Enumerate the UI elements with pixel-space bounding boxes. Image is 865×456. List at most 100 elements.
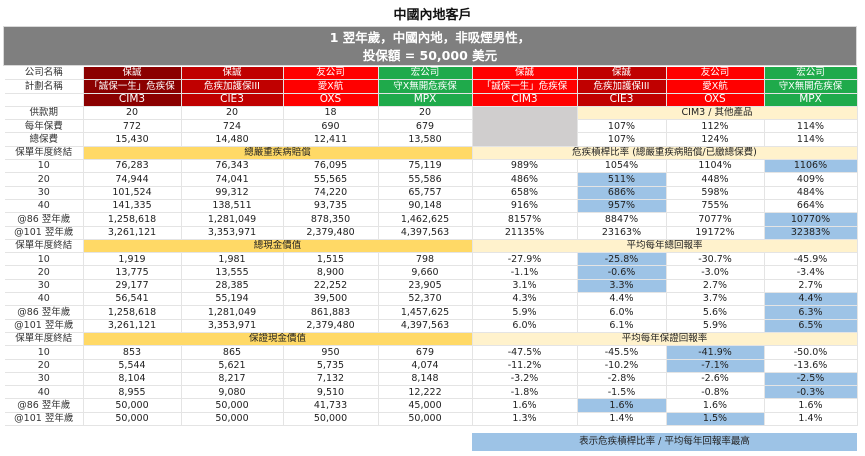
ratio-cell: 686% bbox=[577, 186, 667, 200]
company-cell: 保誠 bbox=[472, 67, 578, 81]
value-cell: 12,411 bbox=[283, 132, 379, 147]
value-cell: 5,735 bbox=[283, 359, 379, 373]
code-label bbox=[5, 93, 84, 107]
value-cell: 5,544 bbox=[83, 359, 182, 373]
table-row: 40 56,541 55,194 39,500 52,370 4.3% 4.4% 3.7% 4.… bbox=[5, 292, 858, 307]
value-cell: 1,515 bbox=[283, 252, 379, 267]
ratio-cell: -27.9% bbox=[472, 252, 578, 267]
value-cell: 1,919 bbox=[83, 252, 182, 267]
section-title-left: 總嚴重疾病賠償 bbox=[83, 146, 473, 161]
value-cell: 861,883 bbox=[283, 305, 379, 320]
code-cell: CIM3 bbox=[83, 93, 182, 107]
grey-placeholder bbox=[472, 106, 578, 147]
value-cell: 724 bbox=[181, 119, 284, 134]
value-cell: 13,580 bbox=[378, 132, 473, 147]
value-cell: 45,000 bbox=[378, 398, 473, 413]
table-row: 20 74,944 74,041 55,565 55,586 486% 511% 448% 40… bbox=[5, 172, 858, 187]
ratio-cell: 10770% bbox=[764, 212, 858, 227]
value-cell: 1,457,625 bbox=[378, 305, 473, 320]
ratio-cell: 4.4% bbox=[577, 292, 667, 307]
section-header-row: 保單年度終結 保證現金價值 平均每年保證回報率 bbox=[5, 332, 858, 347]
value-cell: 950 bbox=[283, 345, 379, 360]
value-cell: 1,281,049 bbox=[181, 305, 284, 320]
ratio-cell: -2.6% bbox=[666, 372, 765, 387]
ratio-cell: 4.3% bbox=[472, 292, 578, 307]
table-row: 40 8,955 9,080 9,510 12,222 -1.8% -1.5% -0.8% -0… bbox=[5, 385, 858, 400]
value-cell: 690 bbox=[283, 119, 379, 134]
ratio-cell: 6.5% bbox=[764, 319, 858, 333]
ratio-cell: 1054% bbox=[577, 159, 667, 174]
code-cell: OXS bbox=[666, 93, 765, 107]
ratio-cell: 1.4% bbox=[577, 412, 667, 427]
value-cell: 76,283 bbox=[83, 159, 182, 174]
table-row: 30 101,524 99,312 74,220 65,757 658% 686% 598% 4… bbox=[5, 186, 858, 200]
company-cell: 保誠 bbox=[577, 67, 667, 81]
value-cell: 12,222 bbox=[378, 385, 473, 400]
value-cell: 13,775 bbox=[83, 265, 182, 280]
ratio-cell: 6.0% bbox=[472, 319, 578, 333]
value-cell: 8,148 bbox=[378, 372, 473, 387]
ratio-cell: -0.6% bbox=[577, 265, 667, 280]
table-row: @86 翌年歲 1,258,618 1,281,049 878,350 1,462,62… bbox=[5, 212, 858, 227]
value-cell: 74,041 bbox=[181, 172, 284, 187]
ratio-cell: -2.8% bbox=[577, 372, 667, 387]
value-cell: 878,350 bbox=[283, 212, 379, 227]
ratio-cell: 486% bbox=[472, 172, 578, 187]
code-cell: OXS bbox=[283, 93, 379, 107]
ratio-cell: -25.8% bbox=[577, 252, 667, 267]
annual-premium-label: 每年保費 bbox=[5, 119, 84, 134]
value-cell: 141,335 bbox=[83, 199, 182, 214]
value-cell: 76,343 bbox=[181, 159, 284, 174]
ratio-cell: 5.9% bbox=[472, 305, 578, 320]
payment-term-label: 供款期 bbox=[5, 106, 84, 121]
plan-cell: 「誠保一生」危疾保 bbox=[83, 79, 182, 94]
value-cell: 50,000 bbox=[283, 412, 379, 427]
code-cell: CIM3 bbox=[472, 93, 578, 107]
ratio-cell: 5.9% bbox=[666, 319, 765, 333]
value-cell: 4,074 bbox=[378, 359, 473, 373]
ratio-cell: -41.9% bbox=[666, 345, 765, 360]
plan-cell: 守X無開危疾保 bbox=[378, 79, 473, 94]
value-cell: 50,000 bbox=[181, 412, 284, 427]
table-row: 20 5,544 5,621 5,735 4,074 -11.2% -10.2% -7.1% -… bbox=[5, 359, 858, 373]
plan-label: 計劃名稱 bbox=[5, 79, 84, 94]
value-cell: 3,261,121 bbox=[83, 226, 182, 240]
value-cell: 41,733 bbox=[283, 398, 379, 413]
value-cell: 1,462,625 bbox=[378, 212, 473, 227]
ratio-cell: -1.1% bbox=[472, 265, 578, 280]
ratio-cell: 1.5% bbox=[666, 412, 765, 427]
section-title-right: 危疾槓桿比率 (總嚴重疾病賠償/已繳總保費) bbox=[472, 146, 858, 161]
section-header-row: 保單年度終結 總嚴重疾病賠償 危疾槓桿比率 (總嚴重疾病賠償/已繳總保費) bbox=[5, 146, 858, 161]
company-cell: 宏公司 bbox=[764, 67, 858, 81]
row-label: @101 翌年歲 bbox=[5, 319, 84, 333]
ratio-cell: 107% bbox=[577, 119, 667, 134]
value-cell: 5,621 bbox=[181, 359, 284, 373]
value-cell: 1,258,618 bbox=[83, 305, 182, 320]
row-label: 40 bbox=[5, 199, 84, 214]
ratio-cell: -45.9% bbox=[764, 252, 858, 267]
total-premium-label: 總保費 bbox=[5, 132, 84, 147]
payment-term-row: 供款期 20 20 18 20 CIM3 / 其他產品 bbox=[5, 106, 858, 147]
table-row: 40 141,335 138,511 93,735 90,148 916% 957% 755%… bbox=[5, 199, 858, 214]
ratio-cell: 112% bbox=[666, 119, 765, 134]
row-label: 40 bbox=[5, 385, 84, 400]
ratio-cell: 2.7% bbox=[764, 279, 858, 294]
total-premium-row: 總保費 15,430 14,480 12,411 13,580 107% 124… bbox=[5, 132, 858, 147]
value-cell: 39,500 bbox=[283, 292, 379, 307]
code-cell: MPX bbox=[378, 93, 473, 107]
value-cell: 3,353,971 bbox=[181, 319, 284, 333]
value-cell: 50,000 bbox=[83, 398, 182, 413]
company-cell: 宏公司 bbox=[378, 67, 473, 81]
ratio-cell: 511% bbox=[577, 172, 667, 187]
ratio-cell: 8157% bbox=[472, 212, 578, 227]
ratio-cell: -11.2% bbox=[472, 359, 578, 373]
scenario-line-2: 投保額 = 50,000 美元 bbox=[362, 48, 498, 63]
ratio-cell: -2.5% bbox=[764, 372, 858, 387]
code-cell: CIE3 bbox=[181, 93, 284, 107]
value-cell: 20 bbox=[181, 106, 284, 121]
table-row: @86 翌年歲 50,000 50,000 41,733 45,000 1.6% 1.6% 1… bbox=[5, 398, 858, 413]
value-cell: 853 bbox=[83, 345, 182, 360]
table-row: 10 853 865 950 679 -47.5% -45.5% -41.9% -50.0% bbox=[5, 345, 858, 360]
ratio-cell: -3.2% bbox=[472, 372, 578, 387]
plan-row: 計劃名稱 「誠保一生」危疾保 危疾加護保III 愛X航 守X無開危疾保 「誠保一… bbox=[5, 79, 858, 94]
